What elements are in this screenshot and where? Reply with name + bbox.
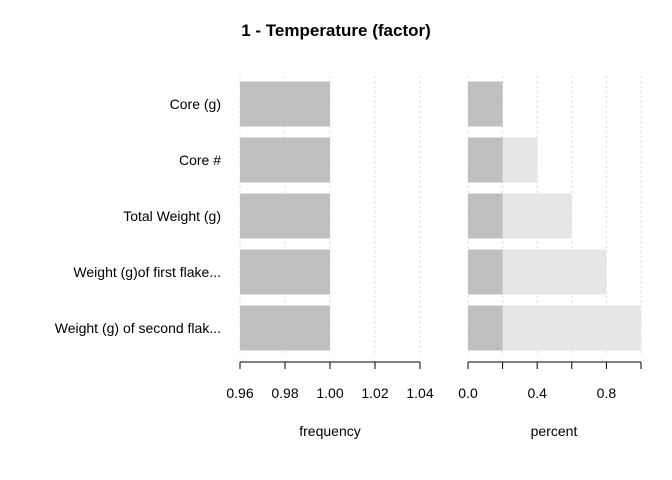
percent-bars — [468, 81, 641, 351]
frequency-bar — [240, 249, 330, 295]
category-label: Weight (g) of second flak... — [55, 320, 221, 336]
frequency-tick-label: 1.00 — [316, 385, 343, 401]
percent-bar — [468, 193, 503, 239]
percent-bar — [468, 81, 503, 127]
frequency-axis-label: frequency — [299, 423, 360, 439]
category-label: Weight (g)of first flake... — [73, 264, 221, 280]
percent-panel: 0.0 0.4 0.8 — [458, 76, 642, 401]
category-label: Core (g) — [170, 96, 221, 112]
frequency-bars — [240, 81, 330, 351]
chart-title: 1 - Temperature (factor) — [241, 21, 431, 40]
frequency-tick-label: 0.98 — [271, 385, 298, 401]
frequency-bar — [240, 305, 330, 351]
frequency-tick-label: 0.96 — [226, 385, 253, 401]
frequency-x-axis: 0.96 0.98 1.00 1.02 1.04 — [226, 361, 434, 401]
frequency-tick-label: 1.02 — [361, 385, 388, 401]
percent-bar — [468, 249, 503, 295]
percent-tick-label: 0.8 — [597, 385, 617, 401]
frequency-bar — [240, 193, 330, 239]
frequency-panel: 0.96 0.98 1.00 1.02 1.04 — [226, 76, 434, 401]
percent-bar — [468, 137, 503, 183]
category-labels: Core (g) Core # Total Weight (g) Weight (g)… — [55, 96, 221, 336]
percent-bar — [468, 305, 503, 351]
frequency-bar — [240, 137, 330, 183]
frequency-tick-label: 1.04 — [406, 385, 433, 401]
percent-axis-label: percent — [531, 423, 578, 439]
percent-tick-label: 0.0 — [458, 385, 478, 401]
percent-x-axis: 0.0 0.4 0.8 — [458, 361, 642, 401]
category-label: Core # — [179, 152, 221, 168]
frequency-bar — [240, 81, 330, 127]
category-label: Total Weight (g) — [123, 208, 221, 224]
percent-tick-label: 0.4 — [527, 385, 547, 401]
